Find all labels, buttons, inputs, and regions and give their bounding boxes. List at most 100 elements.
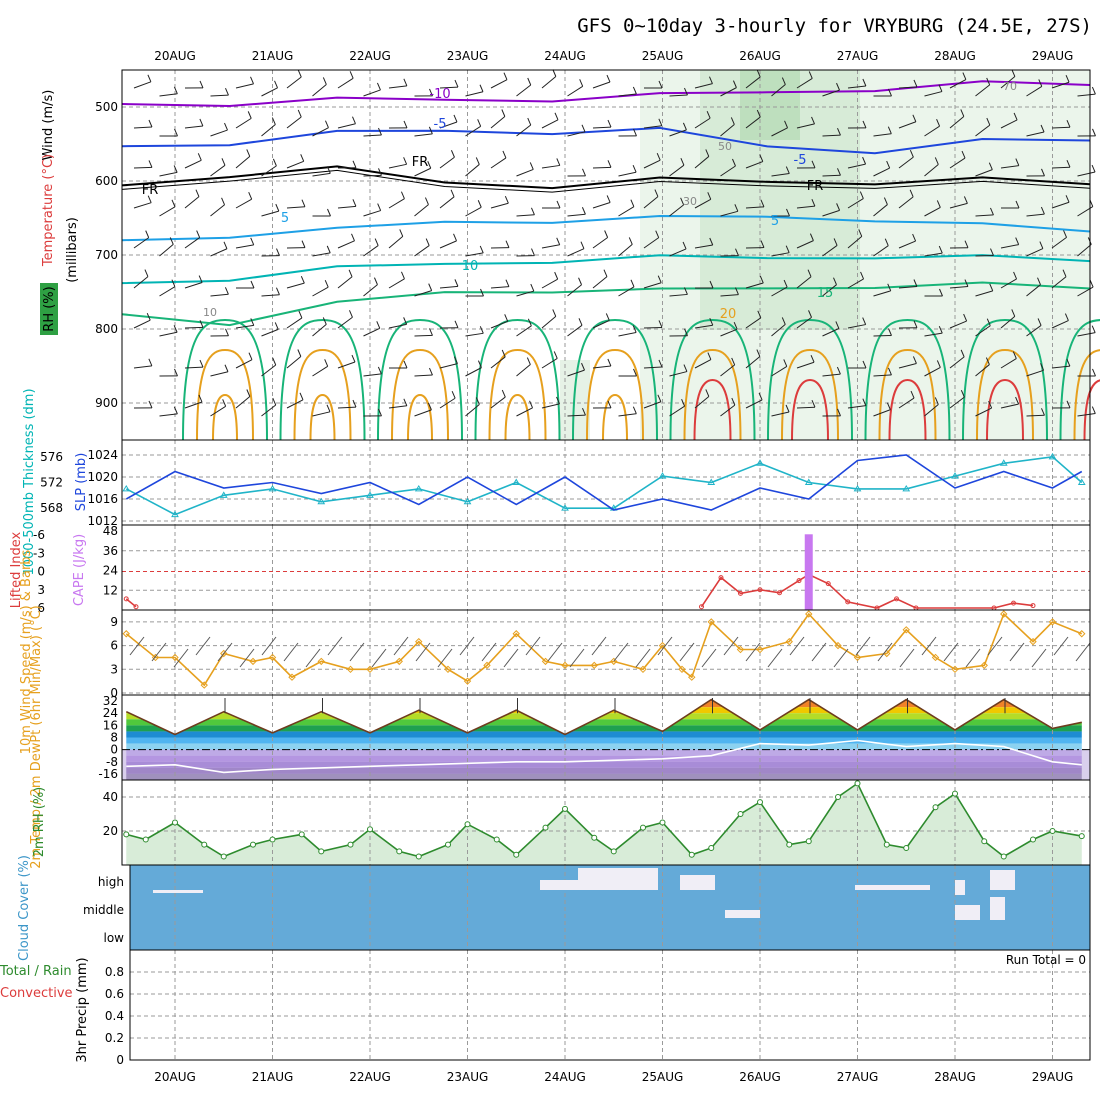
wind-barb <box>669 248 687 257</box>
wind-barb <box>1051 201 1070 209</box>
wind-barb <box>210 164 226 177</box>
date-label-top: 20AUG <box>154 49 196 63</box>
rh-marker <box>640 824 646 831</box>
wind-barb-flag <box>403 120 408 129</box>
wind-barb-flag <box>633 368 637 377</box>
wind-barb <box>439 156 455 169</box>
wind-barb-flag <box>837 127 841 136</box>
wind-barb-flag <box>858 229 863 237</box>
wind-barb <box>363 134 382 137</box>
wind-barb <box>210 405 226 417</box>
wind-barb-flag <box>784 120 789 129</box>
wind-barb-10m <box>877 642 893 662</box>
panel-frame-cape <box>121 524 1091 611</box>
wind-barb <box>490 79 508 89</box>
wind-barb-10m <box>657 636 673 656</box>
wind-barb <box>873 290 891 297</box>
lifted-tick: 0 <box>37 565 45 579</box>
wind-barb-10m <box>833 648 849 668</box>
wind-barb-flag <box>707 352 712 360</box>
isotherm-15-lobe <box>279 318 366 441</box>
wind-barb <box>312 286 329 297</box>
lifted-marker <box>1030 603 1036 609</box>
cape-tick: 36 <box>103 544 118 558</box>
cloud-block <box>680 875 715 890</box>
wind-marker <box>736 645 745 654</box>
wind-barb-flag <box>883 197 888 205</box>
wind-barb-flag <box>427 402 432 411</box>
wind-barb <box>771 252 790 257</box>
rh-marker <box>347 841 354 848</box>
wind-barb-flag <box>553 351 558 359</box>
wind-barb <box>1026 369 1044 377</box>
wind-barb <box>796 240 814 249</box>
rh-marker <box>1078 833 1085 840</box>
wind-barb-flag <box>836 203 841 211</box>
rh-tick: 20 <box>103 824 118 838</box>
wind-barb-10m <box>921 636 937 656</box>
wind-barb-flag <box>1091 325 1096 333</box>
wind-barb <box>184 125 203 129</box>
wind-barb-flag <box>1015 158 1020 166</box>
wind-barb <box>745 356 761 369</box>
wind-barb-flag <box>501 389 506 398</box>
wind-barb-flag <box>606 74 611 83</box>
wind-barb <box>975 364 990 377</box>
isotherm-label: 10 <box>462 259 479 274</box>
wind-barb <box>465 332 484 337</box>
wind-barb-flag <box>862 398 867 406</box>
wind-barb-flag <box>174 128 178 137</box>
wind-barb-flag <box>377 366 382 375</box>
wind-barb-flag <box>811 160 816 169</box>
wind-barb <box>643 237 660 249</box>
wind-barb-flag <box>475 397 480 405</box>
wind-barb <box>975 407 992 417</box>
wind-barb-10m <box>481 642 497 662</box>
thickness-tick: 576 <box>40 450 63 464</box>
axis-label-cloud: Cloud Cover (%) <box>17 855 32 961</box>
wind-barb-flag <box>173 325 178 333</box>
wind-barb-flag <box>454 320 459 328</box>
wind-barb <box>414 245 430 257</box>
wind-barb-flag <box>348 269 353 277</box>
wind-barb-flag <box>1039 241 1044 249</box>
wind-barb <box>1051 276 1067 289</box>
wind-barb <box>618 413 637 417</box>
wind-tick: 0 <box>110 686 118 700</box>
thickness-line <box>125 455 1083 516</box>
isotherm-15-lobe <box>767 318 853 441</box>
wind-barb-flag <box>275 287 280 295</box>
wind-barb-flag <box>297 349 302 357</box>
wind-barb-flag <box>403 78 408 87</box>
wind-barb <box>286 206 305 209</box>
wind-barb <box>337 240 355 249</box>
wind-barb-flag <box>527 77 532 86</box>
temp-band <box>126 707 1082 714</box>
wind-barb-flag <box>399 229 404 237</box>
axis-label-pressure: (millibars) <box>65 217 80 283</box>
wind-barb-flag <box>1091 164 1096 173</box>
wind-barb-flag <box>578 318 583 326</box>
wind-barb-flag <box>657 275 662 283</box>
wind-barb <box>643 159 661 169</box>
wind-barb <box>898 156 914 169</box>
wind-barb <box>1026 86 1043 97</box>
wind-marker <box>1048 618 1057 626</box>
wind-barb <box>949 79 967 89</box>
wind-barb-flag <box>862 156 867 165</box>
lifted-marker <box>825 581 831 587</box>
wind-barb-flag <box>936 200 941 208</box>
wind-barb-flag <box>246 149 251 157</box>
wind-barb-flag <box>148 358 153 367</box>
wind-barb-10m <box>943 642 959 662</box>
wind-barb-flag <box>786 208 790 217</box>
precip-label-convective: Convective <box>0 986 73 1001</box>
rh-marker <box>298 831 305 838</box>
wind-barb-flag <box>960 389 965 398</box>
wind-barb <box>337 276 353 289</box>
wind-barb <box>822 174 841 177</box>
wind-barb-flag <box>352 199 357 207</box>
isotherm-20-lobe <box>781 348 839 441</box>
wind-barb <box>414 290 432 297</box>
wind-barb <box>363 245 379 257</box>
